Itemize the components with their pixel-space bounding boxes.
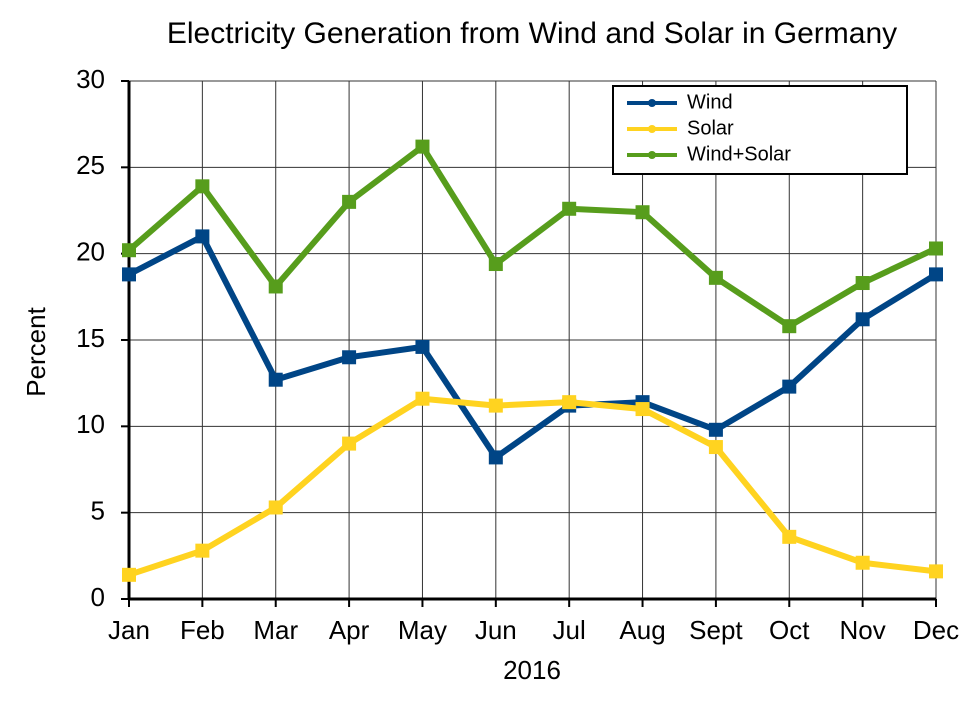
chart-title: Electricity Generation from Wind and Sol… (167, 17, 897, 50)
x-tick-label: Mar (253, 615, 298, 645)
point (635, 402, 650, 417)
legend-marker (648, 99, 656, 107)
point (122, 243, 136, 258)
point (342, 194, 357, 209)
series-line (127, 143, 938, 330)
y-tick-label: 25 (76, 150, 105, 180)
point (929, 564, 943, 579)
x-tick-label: Dec (913, 615, 959, 645)
point (488, 398, 503, 413)
x-tick-label: Aug (619, 615, 665, 645)
x-tick-label: Oct (769, 615, 810, 645)
point (855, 276, 870, 291)
point (268, 372, 283, 387)
point (195, 179, 210, 194)
point (488, 257, 503, 272)
y-tick-label: 5 (91, 496, 105, 526)
y-tick-label: 15 (76, 323, 105, 353)
point (415, 139, 430, 154)
y-tick-label: 0 (91, 582, 105, 612)
point (268, 279, 283, 294)
x-tick-label: Jul (553, 615, 586, 645)
point (562, 201, 577, 216)
x-tick-label: Jun (475, 615, 517, 645)
point (929, 241, 943, 256)
point (195, 229, 210, 244)
x-axis-label: 2016 (503, 655, 561, 685)
x-tick-label: Feb (180, 615, 225, 645)
point (195, 543, 210, 558)
point (782, 319, 797, 334)
y-axis-label: Percent (21, 306, 51, 396)
legend-marker (648, 151, 656, 159)
point (342, 350, 357, 365)
x-tick-label: May (398, 615, 447, 645)
point (122, 267, 136, 282)
point (855, 312, 870, 327)
point (782, 379, 797, 394)
point (562, 395, 577, 410)
point (708, 422, 723, 437)
point (342, 436, 357, 451)
point (929, 267, 943, 282)
series-line (128, 395, 937, 578)
point (855, 555, 870, 570)
point (635, 205, 650, 220)
point (415, 391, 430, 406)
point (488, 450, 503, 465)
point (268, 500, 283, 515)
point (708, 270, 723, 285)
point (708, 440, 723, 455)
legend-label: Wind+Solar (687, 143, 791, 165)
point (415, 339, 430, 354)
legend-marker (648, 125, 656, 133)
y-tick-label: 30 (76, 64, 105, 94)
x-tick-label: Jan (108, 615, 150, 645)
legend-label: Wind (687, 91, 733, 113)
point (782, 529, 797, 544)
x-tick-label: Sept (689, 615, 743, 645)
series-line (127, 233, 938, 461)
point (122, 567, 136, 582)
y-tick-label: 20 (76, 237, 105, 267)
legend-label: Solar (687, 117, 734, 139)
x-tick-label: Apr (329, 615, 370, 645)
y-tick-label: 10 (76, 409, 105, 439)
x-tick-label: Nov (840, 615, 886, 645)
